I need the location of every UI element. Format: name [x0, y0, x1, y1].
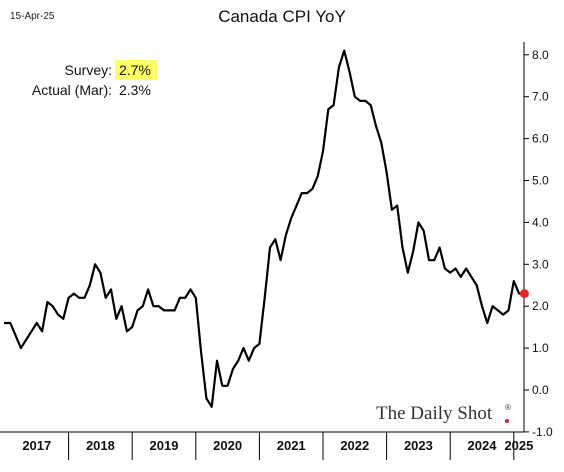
- brand-logo: The Daily Shot ®: [376, 403, 511, 424]
- y-tick-label: 4.0: [532, 215, 549, 229]
- annotation-box: Survey: 2.7% Actual (Mar): 2.3%: [32, 60, 157, 98]
- x-tick-label: 2017: [22, 438, 51, 453]
- y-tick-label: 5.0: [532, 174, 549, 188]
- y-tick-label: 0.0: [532, 383, 549, 397]
- actual-label: Actual (Mar):: [32, 82, 112, 98]
- brand-text: The Daily Shot: [376, 403, 493, 424]
- y-tick-label: 7.0: [532, 90, 549, 104]
- x-tick-label: 2021: [277, 438, 306, 453]
- x-tick-label: 2023: [404, 438, 433, 453]
- x-tick-label: 2018: [86, 438, 115, 453]
- y-tick-label: 6.0: [532, 132, 549, 146]
- date-label: 15-Apr-25: [10, 11, 55, 22]
- x-tick-label: 2020: [213, 438, 242, 453]
- y-tick-label: 3.0: [532, 257, 549, 271]
- brand-dot: [505, 419, 509, 423]
- chart-title: Canada CPI YoY: [218, 7, 346, 26]
- series-line-cpi: [3, 49, 526, 408]
- survey-value: 2.7%: [119, 62, 151, 78]
- x-axis: 2017 2018 2019 2020 2021 2022 2023 2024 2025: [0, 431, 533, 460]
- survey-label: Survey:: [65, 62, 112, 78]
- x-tick-label: 2025: [504, 438, 533, 453]
- x-tick-label: 2019: [150, 438, 179, 453]
- x-tick-group: 2017 2018 2019 2020 2021 2022 2023 2024 2025: [22, 432, 533, 460]
- y-axis: 8.0 7.0 6.0 5.0 4.0 3.0 2.0 1.0 0.0 -1.0: [523, 42, 553, 439]
- y-tick-label: 1.0: [532, 341, 549, 355]
- actual-value: 2.3%: [119, 82, 151, 98]
- y-tick-group: 8.0 7.0 6.0 5.0 4.0 3.0 2.0 1.0 0.0 -1.0: [524, 48, 553, 439]
- y-tick-label: 2.0: [532, 299, 549, 313]
- y-tick-label: -1.0: [532, 425, 553, 439]
- last-point-marker: [519, 289, 529, 299]
- x-tick-label: 2022: [340, 438, 369, 453]
- survey-highlight: [115, 60, 157, 80]
- x-tick-label: 2024: [468, 438, 498, 453]
- y-tick-label: 8.0: [532, 48, 549, 62]
- brand-mark: ®: [505, 403, 511, 412]
